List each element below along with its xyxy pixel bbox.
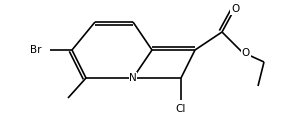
Text: Cl: Cl	[176, 104, 186, 114]
Text: N: N	[129, 73, 137, 83]
Text: O: O	[231, 4, 239, 14]
Text: Br: Br	[30, 45, 42, 55]
Text: O: O	[242, 48, 250, 58]
